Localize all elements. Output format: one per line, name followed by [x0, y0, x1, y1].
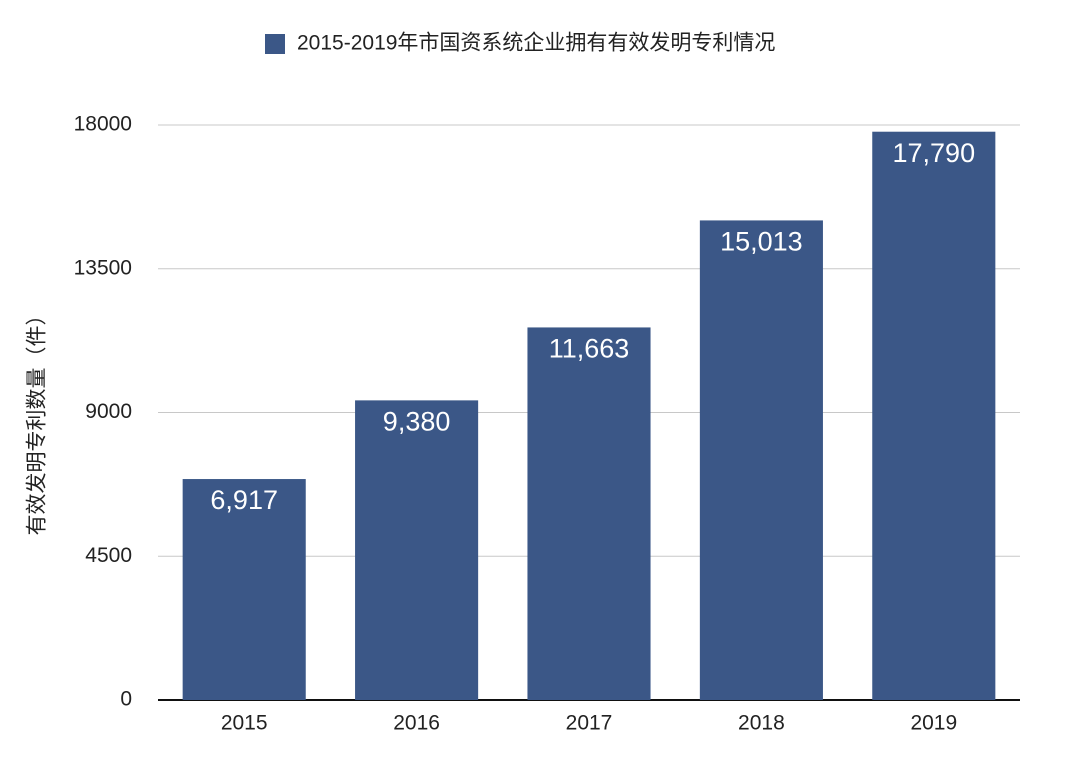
- value-label: 11,663: [549, 334, 630, 364]
- bar: [527, 327, 651, 700]
- value-label: 17,790: [893, 138, 976, 168]
- y-tick-label: 4500: [85, 544, 132, 567]
- bar: [355, 400, 479, 700]
- y-tick-label: 18000: [74, 113, 132, 136]
- x-tick-label: 2018: [738, 712, 785, 735]
- x-tick-label: 2016: [393, 712, 440, 735]
- y-axis-label: 有效发明专利数量（件）: [26, 305, 49, 536]
- y-tick-label: 9000: [85, 400, 132, 423]
- value-label: 9,380: [383, 406, 451, 436]
- value-label: 15,013: [720, 227, 803, 257]
- x-tick-label: 2015: [221, 712, 268, 735]
- y-tick-label: 0: [120, 688, 132, 711]
- x-tick-label: 2017: [566, 712, 613, 735]
- bar: [182, 479, 306, 700]
- bar: [699, 220, 823, 700]
- y-tick-label: 13500: [74, 256, 132, 279]
- value-label: 6,917: [210, 485, 278, 515]
- legend-swatch: [265, 34, 285, 54]
- x-tick-label: 2019: [910, 712, 957, 735]
- legend-label: 2015-2019年市国资系统企业拥有有效发明专利情况: [297, 32, 775, 55]
- bar: [872, 131, 996, 701]
